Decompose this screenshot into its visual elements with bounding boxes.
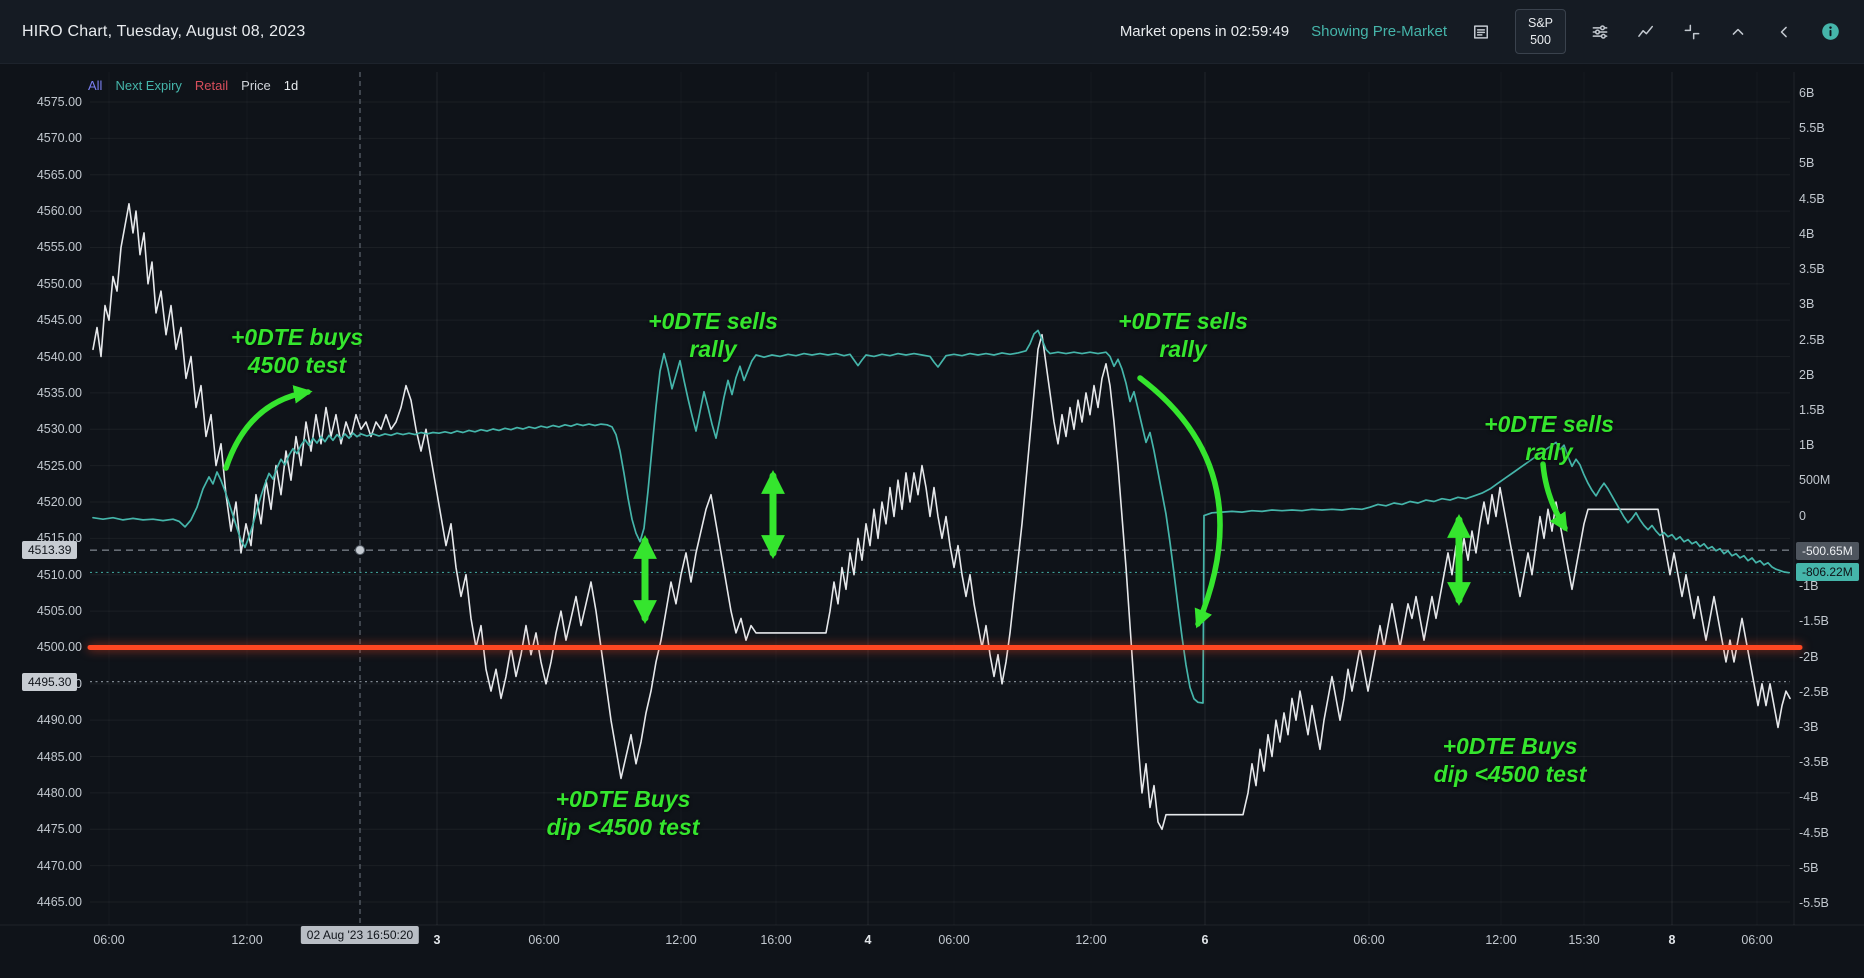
time-axis-label: 06:00 (93, 933, 125, 947)
chevron-up-icon[interactable] (1726, 20, 1750, 44)
price-axis-label: 4565.00 (36, 167, 82, 182)
price-axis-label: 4575.00 (36, 95, 82, 109)
price-axis-label: 4510.00 (36, 567, 82, 582)
hiro-axis-label: -3.5B (1799, 755, 1829, 770)
hiro-axis-label: 5B (1799, 156, 1815, 171)
drawing-annotation-text[interactable]: +0DTE buys 4500 test (230, 324, 364, 379)
series-price (92, 203, 1791, 831)
hiro-axis-label: 3B (1799, 297, 1815, 312)
time-axis-label: 06:00 (1353, 933, 1385, 947)
price-axis-label: 4500.00 (36, 640, 82, 655)
time-axis-label: 6 (1201, 933, 1209, 947)
time-axis-label: 06:00 (1741, 933, 1773, 947)
time-axis-label: 8 (1668, 933, 1676, 947)
time-axis-label: 06:00 (528, 933, 560, 947)
price-axis-label: 4550.00 (36, 276, 82, 291)
price-axis-label: 4475.00 (36, 822, 82, 837)
hiro-axis-label: -4B (1799, 790, 1819, 805)
drawing-annotation-text[interactable]: +0DTE sells rally (648, 308, 778, 363)
hiro-axis-label: 4B (1799, 226, 1815, 241)
market-countdown: Market opens in 02:59:49 (1119, 23, 1290, 40)
legend-item-next-expiry[interactable]: Next Expiry (115, 78, 182, 93)
drawing-curved-arrow[interactable] (1137, 375, 1223, 629)
price-axis-label: 4555.00 (36, 240, 82, 255)
chart-legend: All Next Expiry Retail Price 1d (88, 78, 298, 93)
drawing-curved-arrow[interactable] (223, 385, 313, 471)
price-axis-label: 4470.00 (36, 858, 82, 873)
legend-item-retail[interactable]: Retail (194, 78, 229, 93)
session-status: Showing Pre-Market (1311, 23, 1447, 40)
series-hiro (92, 329, 1790, 704)
hiro-axis-label: -5B (1799, 860, 1819, 875)
price-axis-label: 4480.00 (36, 785, 82, 800)
time-axis-label: 06:00 (938, 933, 970, 947)
drawing-annotation-text[interactable]: +0DTE sells rally (1484, 411, 1614, 466)
price-axis-label: 4520.00 (36, 495, 82, 509)
drawing-annotation-text[interactable]: +0DTE sells rally (1118, 308, 1248, 363)
time-axis-label: 15:30 (1568, 933, 1600, 947)
hiro-axis-label: -3B (1799, 719, 1819, 734)
price-axis-label: 4525.00 (36, 458, 82, 473)
price-axis-label: 4530.00 (36, 422, 82, 437)
drawing-annotation-text[interactable]: +0DTE Buys dip <4500 test (546, 786, 700, 841)
price-axis-label: 4490.00 (36, 713, 82, 728)
hiro-crosshair-tag: -500.65M (1796, 541, 1859, 560)
hiro-axis-label: 1.5B (1799, 402, 1825, 417)
hiro-axis-label: 1B (1799, 438, 1815, 453)
time-axis-label: 12:00 (665, 933, 697, 947)
drawing-curved-arrow[interactable] (1540, 461, 1568, 532)
hiro-axis-label: 3.5B (1799, 262, 1825, 277)
hiro-axis-label: 4.5B (1799, 191, 1825, 206)
price-axis-label: 4570.00 (36, 131, 82, 146)
time-axis-label: 4 (864, 933, 872, 947)
time-axis-label: 12:00 (1485, 933, 1517, 947)
hiro-axis-label: 5.5B (1799, 121, 1825, 136)
info-icon[interactable] (1818, 20, 1842, 44)
price-axis-label: 4485.00 (36, 749, 82, 764)
tune-icon[interactable] (1588, 20, 1612, 44)
hiro-axis-label: 500M (1799, 473, 1831, 488)
line-chart-icon[interactable] (1634, 20, 1658, 44)
symbol-line2: 500 (1530, 32, 1551, 47)
legend-item-all[interactable]: All (88, 78, 103, 93)
hiro-axis-label: -4.5B (1799, 825, 1829, 840)
time-axis-label: 3 (433, 933, 441, 947)
price-axis-label: 4535.00 (36, 385, 82, 400)
hiro-axis-label: 6B (1799, 86, 1815, 101)
fit-screen-icon[interactable] (1680, 20, 1704, 44)
price-axis-label: 4545.00 (36, 313, 82, 328)
app-header: HIRO Chart, Tuesday, August 08, 2023 Mar… (0, 0, 1864, 64)
hiro-axis-label: -1.5B (1799, 614, 1829, 629)
news-icon[interactable] (1469, 20, 1493, 44)
hiro-last-value-tag: -806.22M (1796, 563, 1859, 582)
price-axis-label: 4560.00 (36, 204, 82, 219)
time-axis-label: 12:00 (231, 933, 263, 947)
hiro-axis-label: -1B (1799, 579, 1819, 594)
hiro-axis-label: 2.5B (1799, 332, 1825, 347)
crosshair-anchor-dot[interactable] (355, 545, 365, 556)
legend-item-1d[interactable]: 1d (283, 78, 299, 93)
drawing-annotation-text[interactable]: +0DTE Buys dip <4500 test (1433, 733, 1587, 788)
price-crosshair-tag: 4513.39 (22, 541, 78, 560)
hiro-axis-label: -2.5B (1799, 684, 1829, 699)
time-axis-label: 12:00 (1075, 933, 1107, 947)
time-cursor-tag: 02 Aug '23 16:50:20 (300, 926, 420, 944)
price-axis-label: 4505.00 (36, 604, 82, 619)
hiro-axis-label: -5.5B (1799, 896, 1829, 911)
price-axis-label: 4465.00 (36, 895, 82, 909)
symbol-select-button[interactable]: S&P 500 (1514, 9, 1566, 54)
chevron-left-icon[interactable] (1772, 20, 1796, 44)
price-level-tag: 4495.30 (22, 672, 78, 691)
price-axis-label: 4540.00 (36, 349, 82, 364)
header-controls: Market opens in 02:59:49 Showing Pre-Mar… (1120, 9, 1842, 54)
legend-item-price[interactable]: Price (241, 78, 271, 93)
hiro-axis-label: 0 (1799, 508, 1806, 523)
symbol-line1: S&P (1527, 16, 1553, 31)
time-axis-label: 16:00 (760, 933, 792, 947)
page-title: HIRO Chart, Tuesday, August 08, 2023 (22, 22, 306, 40)
hiro-axis-label: -2B (1799, 649, 1819, 664)
hiro-axis-label: 2B (1799, 367, 1815, 382)
